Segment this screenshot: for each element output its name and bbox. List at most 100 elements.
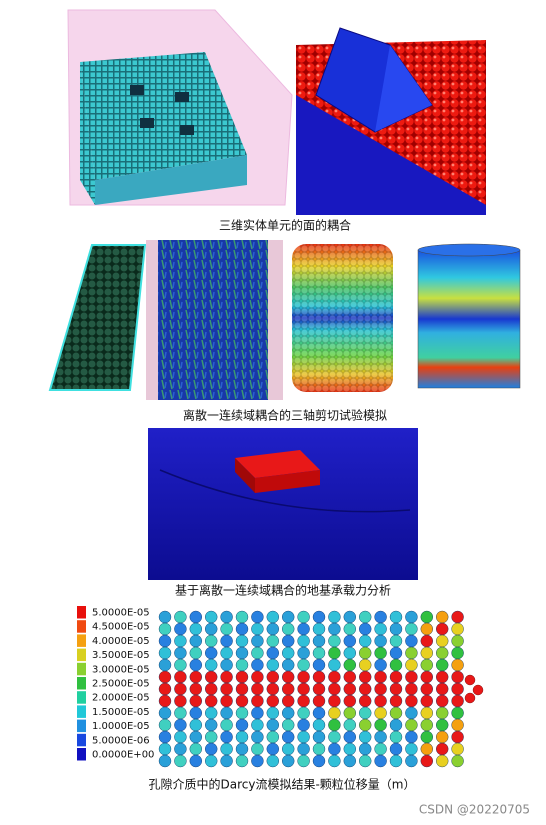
particle xyxy=(389,694,403,708)
particle xyxy=(328,646,341,660)
particle xyxy=(266,718,279,732)
particle xyxy=(174,622,187,636)
particle xyxy=(451,718,464,732)
legend-label: 1.5000E-05 xyxy=(92,707,150,718)
particle xyxy=(405,634,418,648)
particle xyxy=(235,646,249,660)
particle xyxy=(282,754,295,768)
particle xyxy=(189,754,203,768)
particle xyxy=(204,754,218,768)
particle xyxy=(266,622,279,636)
particle xyxy=(297,646,310,660)
particle xyxy=(359,682,372,696)
particle xyxy=(235,718,249,732)
particle xyxy=(220,694,233,708)
particle xyxy=(251,706,264,720)
particle xyxy=(189,622,203,636)
particle xyxy=(405,706,418,720)
legend-swatch xyxy=(77,705,86,718)
particle xyxy=(266,682,279,696)
particle xyxy=(266,706,279,720)
particle xyxy=(220,706,233,720)
particle xyxy=(174,610,187,624)
legend-label: 5.0000E-05 xyxy=(92,608,150,619)
particle xyxy=(451,622,464,636)
particle xyxy=(251,622,264,636)
particle xyxy=(389,682,403,696)
particle xyxy=(266,658,279,672)
particle xyxy=(374,622,387,636)
particle xyxy=(343,610,356,624)
legend-swatch xyxy=(77,634,86,647)
particle xyxy=(405,730,418,744)
particle xyxy=(158,646,172,660)
particle xyxy=(158,634,172,648)
particle xyxy=(251,658,264,672)
particle xyxy=(235,622,249,636)
particle xyxy=(312,634,326,648)
particle xyxy=(312,670,326,684)
particle xyxy=(235,658,249,672)
particle xyxy=(405,754,418,768)
particle xyxy=(189,706,203,720)
particle xyxy=(174,742,187,756)
particle xyxy=(343,634,356,648)
particle xyxy=(464,674,476,686)
particle xyxy=(359,646,372,660)
particle xyxy=(297,718,310,732)
particle xyxy=(359,634,372,648)
particle xyxy=(251,646,264,660)
particle xyxy=(204,610,218,624)
particle xyxy=(343,646,356,660)
particle xyxy=(359,670,372,684)
particle xyxy=(405,682,418,696)
particle xyxy=(174,682,187,696)
particle xyxy=(312,718,326,732)
particle xyxy=(235,742,249,756)
particle xyxy=(174,754,187,768)
particle xyxy=(220,670,233,684)
particle xyxy=(297,622,310,636)
particle xyxy=(204,718,218,732)
particle xyxy=(282,646,295,660)
particle xyxy=(189,694,203,708)
particle xyxy=(389,754,403,768)
particle xyxy=(266,742,279,756)
particle xyxy=(312,646,326,660)
particle xyxy=(420,646,433,660)
particle xyxy=(359,730,372,744)
particle xyxy=(359,706,372,720)
particle xyxy=(204,694,218,708)
particle xyxy=(420,742,433,756)
particle xyxy=(389,610,403,624)
legend-swatch xyxy=(77,691,86,704)
caption: 三维实体单元的面的耦合 xyxy=(219,218,351,233)
particle xyxy=(235,706,249,720)
particle xyxy=(405,610,418,624)
particle xyxy=(204,646,218,660)
particle xyxy=(420,694,433,708)
particle xyxy=(312,610,326,624)
particle xyxy=(282,730,295,744)
particle xyxy=(174,694,187,708)
particle xyxy=(451,658,464,672)
particle xyxy=(374,658,387,672)
particle xyxy=(251,670,264,684)
particle xyxy=(374,718,387,732)
particle xyxy=(204,742,218,756)
particle xyxy=(343,754,356,768)
particle xyxy=(328,670,341,684)
particle xyxy=(174,730,187,744)
watermark: CSDN @20220705 xyxy=(419,803,530,817)
particle xyxy=(220,718,233,732)
particle xyxy=(343,682,356,696)
particle xyxy=(235,694,249,708)
particle xyxy=(328,742,341,756)
particle xyxy=(158,670,172,684)
particle xyxy=(174,646,187,660)
particle xyxy=(328,658,341,672)
legend-label: 1.0000E-05 xyxy=(92,721,150,732)
particle xyxy=(282,742,295,756)
particle xyxy=(174,718,187,732)
particle xyxy=(282,706,295,720)
